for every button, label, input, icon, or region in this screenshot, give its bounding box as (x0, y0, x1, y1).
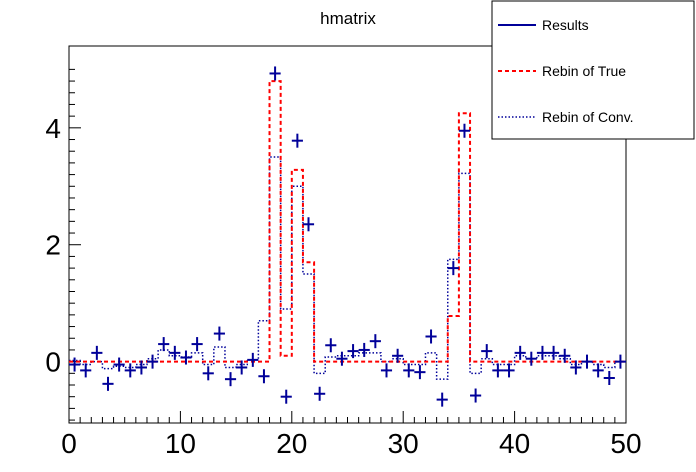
x-tick-label: 40 (499, 428, 530, 459)
results-point (302, 217, 315, 232)
results-point (436, 392, 448, 407)
y-tick-label: 0 (45, 347, 61, 378)
results-point (247, 352, 259, 367)
results-point (603, 370, 615, 386)
results-point (414, 365, 426, 380)
y-tick-label: 2 (45, 230, 61, 261)
results-point (202, 366, 214, 381)
true-histogram-line (69, 80, 626, 363)
y-tick-label: 4 (45, 113, 61, 144)
results-point (213, 326, 225, 341)
results-point (280, 389, 292, 404)
results-point (614, 354, 626, 369)
results-point (314, 386, 326, 401)
x-tick-label: 20 (276, 428, 307, 459)
results-point (559, 348, 571, 363)
results-point (481, 344, 493, 359)
results-point (113, 357, 125, 372)
results-point (336, 351, 348, 366)
results-point (146, 354, 159, 369)
results-point (269, 66, 281, 81)
results-point (503, 363, 515, 378)
results-point (525, 351, 537, 366)
series-rebin-of-true (69, 80, 626, 363)
results-point (536, 345, 549, 360)
results-point (124, 363, 136, 378)
results-point (158, 337, 170, 352)
axis-ticks (68, 68, 627, 423)
results-point (548, 345, 560, 360)
legend-label-results: Results (542, 17, 589, 33)
results-point (180, 350, 192, 365)
results-point (592, 363, 604, 378)
results-point (291, 133, 303, 148)
results-point (325, 338, 337, 353)
results-point (425, 329, 437, 344)
x-tick-label: 50 (610, 428, 641, 459)
x-tick-label: 10 (165, 428, 196, 459)
results-point (447, 261, 459, 276)
results-point (392, 348, 404, 363)
results-point (581, 354, 593, 369)
results-point (358, 342, 370, 357)
results-point (470, 388, 482, 403)
tick-labels: 0 10 20 30 40 50 0 2 4 (45, 113, 641, 459)
results-point (236, 360, 248, 375)
legend-label-true: Rebin of True (542, 63, 626, 79)
results-point (570, 360, 582, 375)
results-point (69, 357, 81, 372)
legend-label-conv: Rebin of Conv. (542, 109, 634, 125)
results-point (369, 334, 381, 349)
legend: Results Rebin of True Rebin of Conv. (491, 0, 695, 140)
results-point (347, 344, 359, 359)
x-tick-label: 30 (388, 428, 419, 459)
results-point (102, 376, 114, 391)
results-point (80, 363, 92, 378)
results-point (191, 337, 203, 352)
results-point (380, 363, 393, 378)
chart-title: hmatrix (320, 9, 376, 28)
results-point (492, 363, 504, 378)
results-point (91, 345, 103, 360)
results-point (135, 360, 147, 375)
results-point (258, 369, 270, 384)
results-point (458, 123, 471, 138)
results-point (169, 345, 181, 360)
series-results (69, 66, 626, 407)
results-point (403, 363, 415, 378)
results-point (224, 372, 237, 387)
results-point (514, 345, 526, 360)
x-tick-label: 0 (61, 428, 77, 459)
